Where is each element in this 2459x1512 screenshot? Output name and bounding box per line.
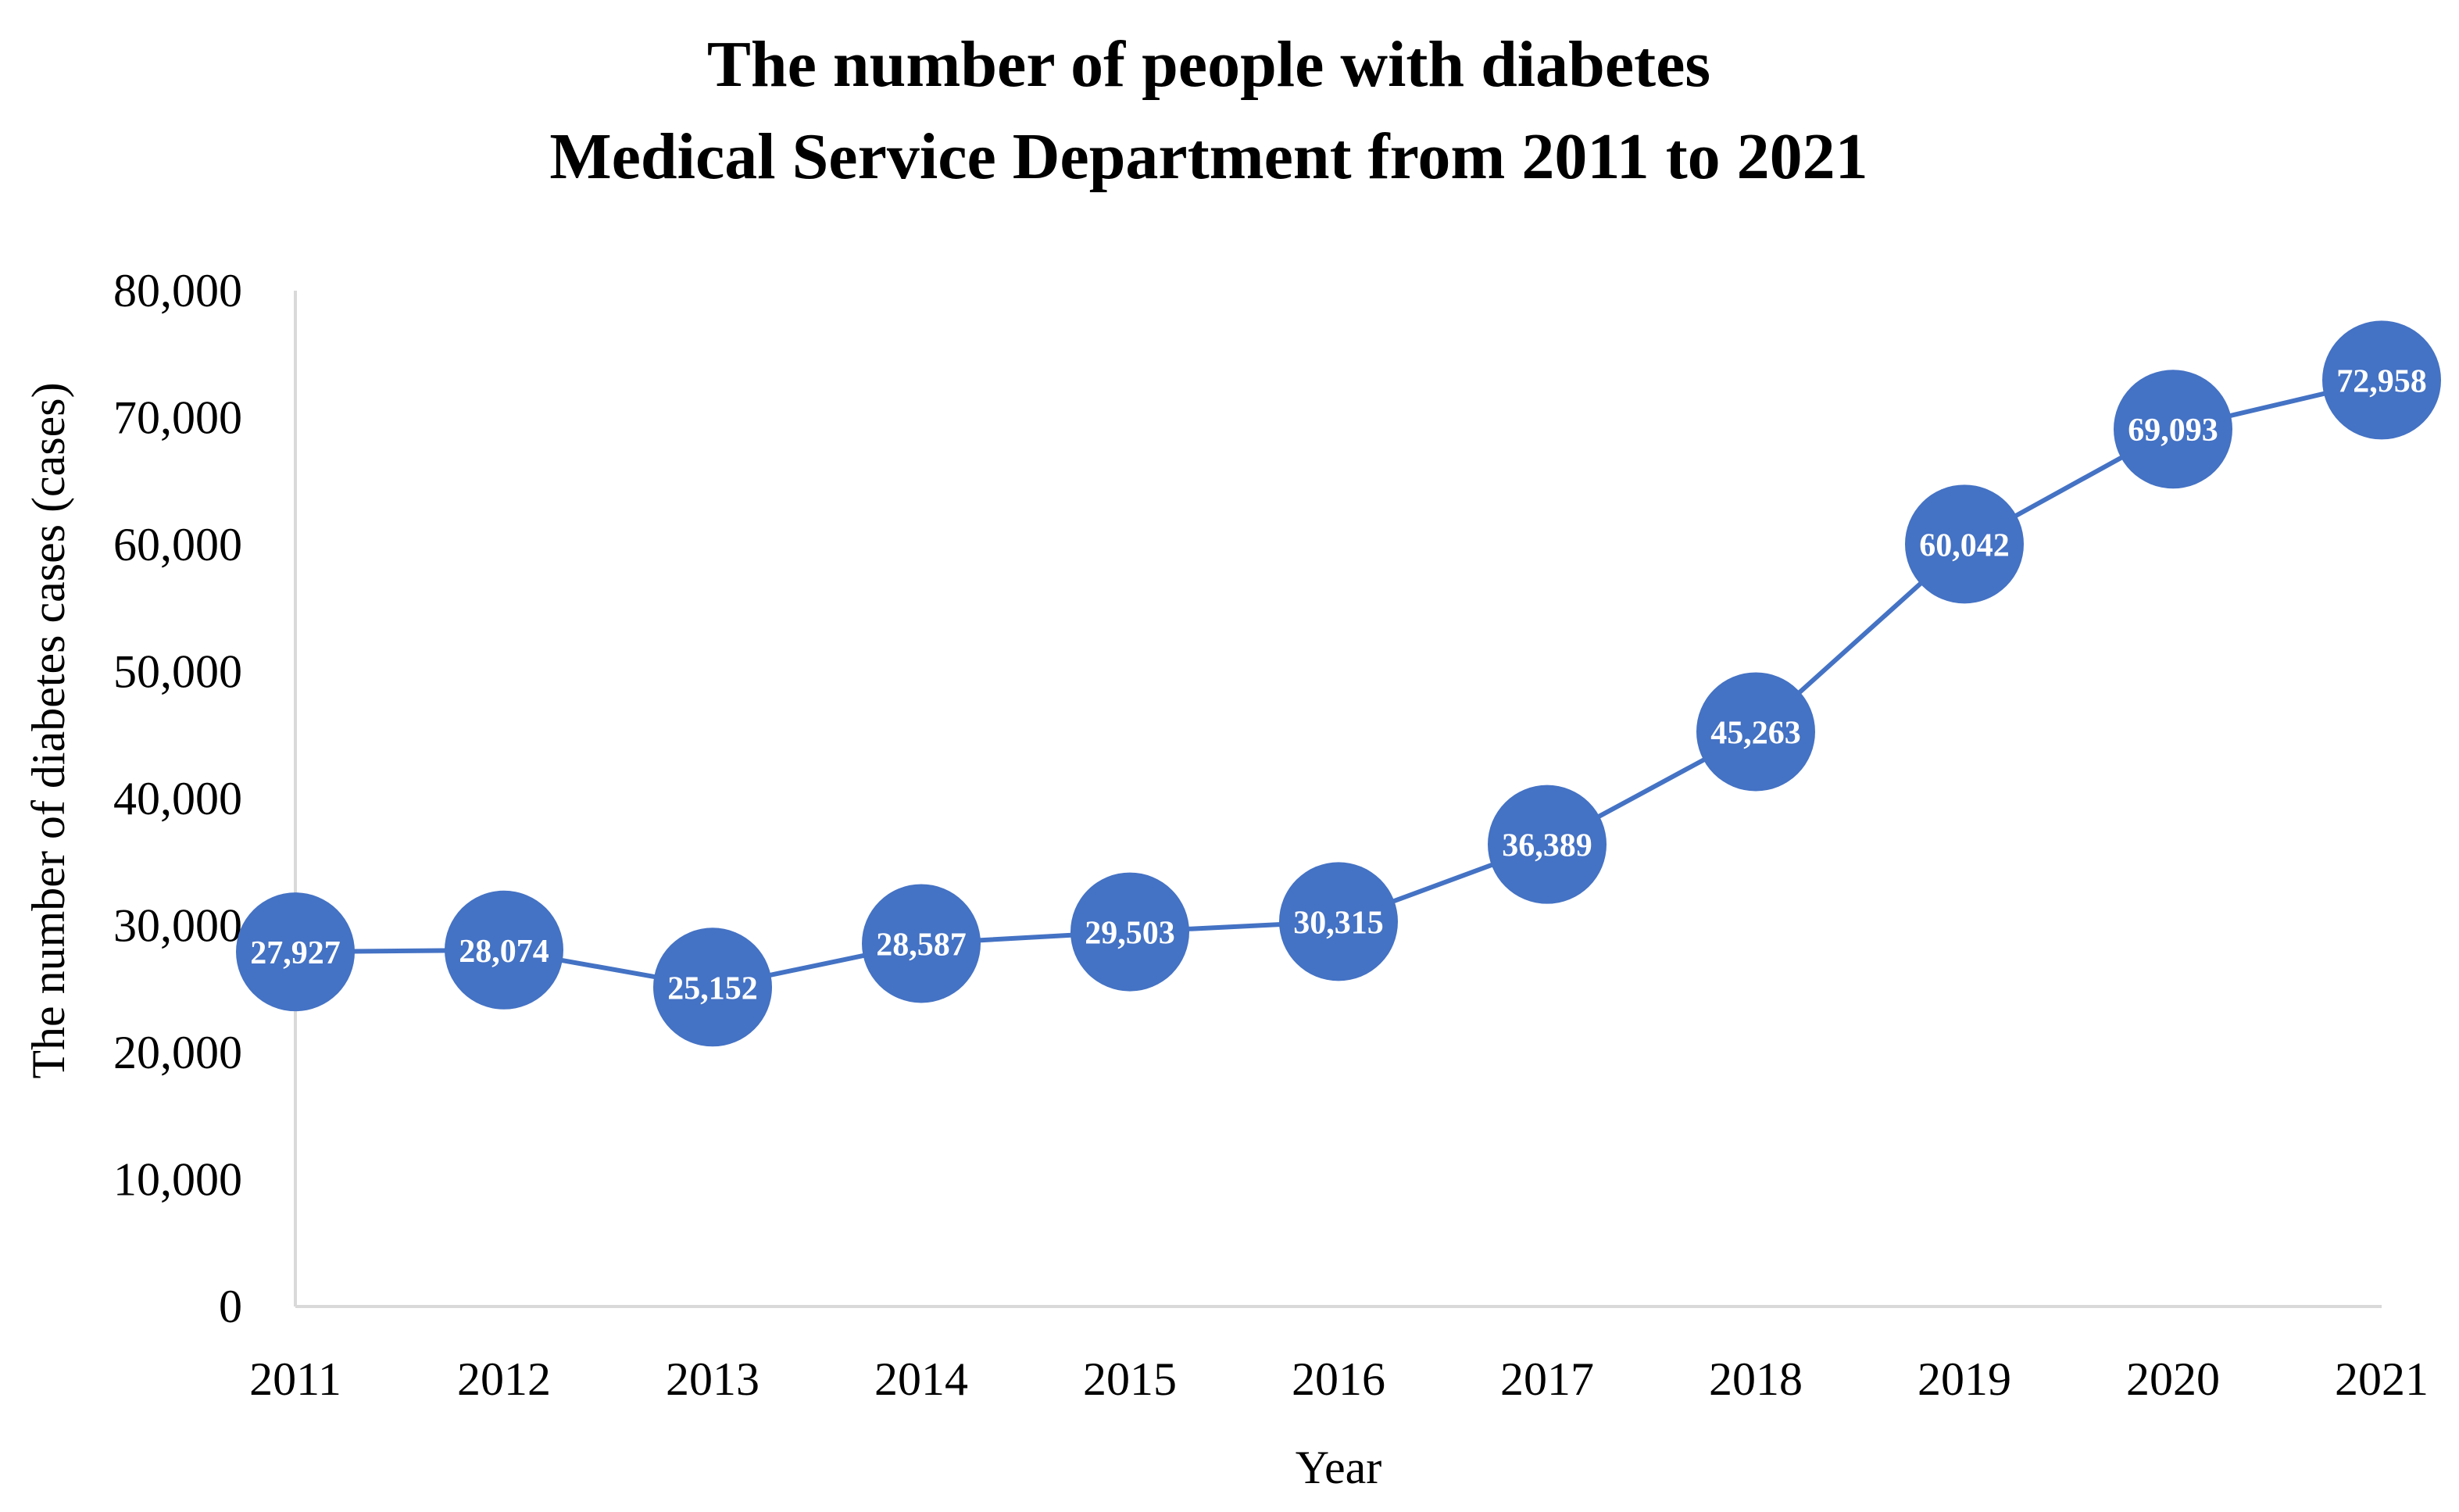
x-tick-label: 2017 (1500, 1353, 1594, 1405)
data-point-label: 27,927 (250, 935, 341, 971)
data-point-label: 36,389 (1502, 828, 1592, 864)
data-point-marker (1279, 862, 1398, 981)
x-axis-title: Year (1296, 1442, 1382, 1493)
x-tick-label: 2013 (666, 1353, 760, 1405)
chart-title-line-1: The number of people with diabetes (707, 28, 1710, 101)
x-tick-label: 2015 (1083, 1353, 1177, 1405)
data-point-label: 72,958 (2336, 363, 2427, 399)
data-point-label: 60,042 (1919, 527, 2010, 563)
data-markers (236, 320, 2441, 1047)
y-tick-label: 20,000 (113, 1027, 242, 1078)
y-tick-labels: 0 10,000 20,000 30,000 40,000 50,000 60,000 70,… (113, 265, 242, 1332)
y-tick-label: 10,000 (113, 1154, 242, 1206)
x-tick-label: 2019 (1918, 1353, 2011, 1405)
data-point-marker (2322, 320, 2441, 440)
data-point-marker (1905, 484, 2024, 604)
x-tick-labels: 2011 2012 2013 2014 2015 2016 2017 2018 2019 2020… (249, 1353, 2429, 1405)
data-point-label: 30,315 (1293, 905, 1384, 941)
data-point-label: 29,503 (1085, 916, 1175, 952)
data-point-marker (445, 890, 563, 1010)
data-point-label: 69,093 (2128, 413, 2218, 449)
y-tick-label: 80,000 (113, 265, 242, 316)
y-tick-label: 30,000 (113, 900, 242, 952)
data-point-marker (653, 928, 772, 1047)
x-tick-label: 2011 (249, 1353, 341, 1405)
data-point-label: 25,152 (667, 970, 758, 1006)
data-point-label: 28,074 (459, 934, 549, 970)
data-point-label: 28,587 (876, 927, 967, 963)
y-axis-title: The number of diabetes cases (cases) (23, 382, 74, 1078)
data-point-marker (1488, 785, 1607, 904)
y-tick-label: 0 (219, 1281, 242, 1332)
x-tick-label: 2012 (457, 1353, 551, 1405)
data-point-marker (1696, 672, 1815, 792)
y-tick-label: 50,000 (113, 646, 242, 698)
x-tick-label: 2014 (874, 1353, 968, 1405)
data-point-marker (862, 884, 981, 1003)
x-tick-label: 2018 (1709, 1353, 1803, 1405)
data-labels: 27,927 28,074 25,152 28,587 29,503 30,315 36,3… (250, 363, 2427, 1006)
data-point-marker (236, 892, 355, 1012)
y-tick-label: 60,000 (113, 519, 242, 570)
x-tick-label: 2020 (2126, 1353, 2220, 1405)
chart-title: The number of people with diabetes Medic… (549, 28, 1867, 193)
chart-title-line-2: Medical Service Department from 2011 to … (549, 120, 1867, 193)
data-point-marker (1070, 872, 1189, 992)
data-point-marker (2114, 370, 2232, 489)
axes (294, 291, 2382, 1308)
x-tick-label: 2021 (2335, 1353, 2429, 1405)
y-tick-label: 40,000 (113, 773, 242, 824)
y-tick-label: 70,000 (113, 392, 242, 444)
data-point-label: 45,263 (1710, 715, 1801, 751)
x-tick-label: 2016 (1292, 1353, 1385, 1405)
